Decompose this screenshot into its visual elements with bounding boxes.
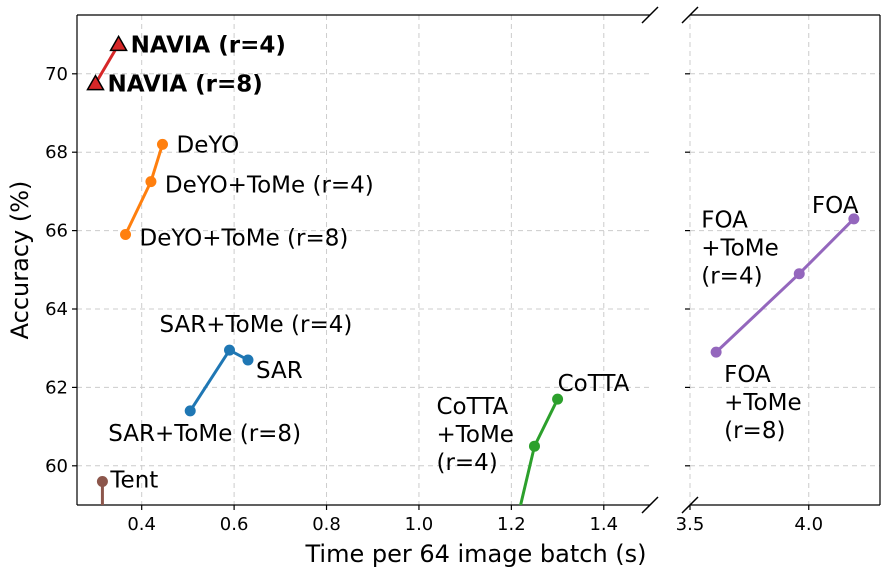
axis-break-mark — [641, 6, 659, 24]
x-tick-label: 3.5 — [676, 514, 705, 535]
point-label-line: FOA — [724, 362, 771, 388]
x-tick-label: 0.4 — [127, 514, 156, 535]
point-label-navia: NAVIA (r=8) — [107, 72, 262, 98]
data-point-navia — [109, 34, 128, 52]
data-point-deyo — [145, 176, 157, 188]
series-layer — [86, 34, 860, 505]
series-sar — [184, 344, 254, 417]
y-tick-label: 62 — [45, 377, 68, 398]
tick-labels: 60 62 64 66 68 70 0.4 0.6 0.8 1.0 1.2 1.4 3.5 4.0 — [45, 64, 823, 535]
x-tick-label: 1.2 — [497, 514, 526, 535]
data-point-cotta — [552, 393, 564, 405]
data-point-foa — [793, 268, 805, 280]
point-label-line: NAVIA (r=8) — [107, 72, 262, 98]
x-tick-label: 1.4 — [589, 514, 618, 535]
y-tick-label: 64 — [45, 299, 68, 320]
point-label-line: +ToMe — [724, 390, 801, 416]
x-tick-label: 1.0 — [405, 514, 434, 535]
point-label-foa: FOA — [812, 193, 859, 219]
data-point-sar — [184, 405, 196, 417]
series-cotta — [519, 393, 564, 505]
data-point-tent — [96, 475, 108, 487]
point-label-line: DeYO+ToMe (r=8) — [140, 226, 349, 252]
y-tick-label: 60 — [45, 456, 68, 477]
x-tick-label: 0.6 — [220, 514, 249, 535]
point-labels: NAVIA (r=4) NAVIA (r=8) DeYO DeYO+ToMe (r=4… — [107, 32, 858, 493]
axis-break-mark — [641, 496, 659, 514]
y-axis-title: Accuracy (%) — [6, 181, 34, 340]
point-label-line: FOA — [701, 208, 748, 234]
point-label-tent: Tent — [109, 467, 158, 493]
point-label-line: (r=4) — [436, 450, 497, 476]
series-deyo — [120, 138, 168, 241]
data-point-deyo — [120, 229, 132, 241]
point-label-sar: SAR+ToMe (r=4) — [159, 312, 352, 338]
point-label-deyo: DeYO+ToMe (r=4) — [165, 173, 374, 199]
x-tick-label: 4.0 — [794, 514, 823, 535]
axis-break-mark — [681, 6, 699, 24]
point-label-cotta: CoTTA +ToMe (r=4) — [436, 394, 513, 476]
point-label-line: SAR+ToMe (r=4) — [159, 312, 352, 338]
series-line-deyo — [124, 142, 164, 237]
point-label-line: CoTTA — [558, 371, 630, 397]
point-label-cotta: CoTTA — [558, 371, 630, 397]
y-tick-label: 70 — [45, 64, 68, 85]
point-label-line: DeYO+ToMe (r=4) — [165, 173, 374, 199]
data-point-foa — [848, 213, 860, 225]
y-tick-label: 68 — [45, 142, 68, 163]
point-label-line: NAVIA (r=4) — [131, 32, 286, 58]
x-tick-label: 0.8 — [312, 514, 341, 535]
point-label-deyo: DeYO+ToMe (r=8) — [140, 226, 349, 252]
data-point-navia — [86, 74, 105, 91]
y-tick-label: 66 — [45, 221, 68, 242]
point-label-sar: SAR — [256, 358, 303, 384]
point-label-line: Tent — [109, 467, 158, 493]
series-line-sar — [188, 348, 250, 413]
point-label-navia: NAVIA (r=4) — [131, 32, 286, 58]
series-tent — [96, 475, 108, 505]
point-label-line: +ToMe — [701, 236, 778, 262]
point-label-foa: FOA +ToMe (r=4) — [701, 208, 778, 290]
point-label-line: SAR — [256, 358, 303, 384]
data-point-sar — [223, 344, 235, 356]
point-label-deyo: DeYO — [176, 132, 239, 158]
data-point-deyo — [156, 138, 168, 150]
point-label-line: (r=8) — [724, 418, 785, 444]
point-label-line: +ToMe — [436, 422, 513, 448]
data-point-foa — [710, 346, 722, 358]
data-point-sar — [242, 354, 254, 366]
series-navia — [86, 34, 128, 91]
series-foa — [710, 213, 860, 358]
point-label-foa: FOA +ToMe (r=8) — [724, 362, 801, 444]
point-label-line: FOA — [812, 193, 859, 219]
point-label-line: CoTTA — [436, 394, 508, 420]
point-label-line: (r=4) — [701, 264, 762, 290]
x-axis-title: Time per 64 image batch (s) — [304, 540, 646, 568]
point-label-line: DeYO — [176, 132, 239, 158]
series-line-cotta — [519, 397, 560, 505]
point-label-line: SAR+ToMe (r=8) — [108, 421, 301, 447]
point-label-sar: SAR+ToMe (r=8) — [108, 421, 301, 447]
data-point-cotta — [528, 440, 540, 452]
axes-frame — [76, 6, 881, 514]
grid-layer — [77, 15, 880, 505]
